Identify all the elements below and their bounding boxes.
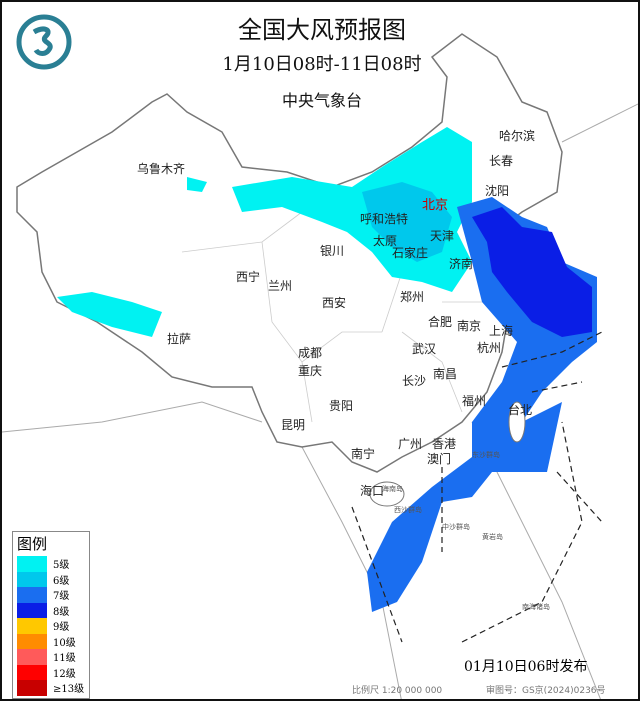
city-label: 天津 xyxy=(430,229,455,243)
map-scale: 比例尺 1:20 000 000 xyxy=(352,686,443,696)
legend-label: 11级 xyxy=(53,653,76,665)
legend-label: 7级 xyxy=(53,591,70,603)
city-label: 兰州 xyxy=(268,279,293,293)
legend-item: 11级 xyxy=(13,649,89,665)
map-review-number: 审图号：GS京(2024)0236号 xyxy=(486,686,606,696)
legend-swatch xyxy=(17,602,47,618)
legend-swatch xyxy=(17,633,47,649)
city-label: 贵阳 xyxy=(329,399,354,413)
city-label: 济南 xyxy=(449,257,474,271)
island-label: 东沙群岛 xyxy=(472,451,500,459)
legend-item: ≥13级 xyxy=(13,680,89,696)
legend-swatch xyxy=(17,587,47,603)
city-label: 上海 xyxy=(489,324,514,338)
land-neighbors xyxy=(2,103,638,699)
island-label: 中沙群岛 xyxy=(442,523,470,531)
city-label: 广州 xyxy=(398,437,423,451)
legend-swatch xyxy=(17,680,47,696)
agency-name: 中央气象台 xyxy=(281,91,362,110)
legend-label: 12级 xyxy=(53,668,76,680)
city-label: 南宁 xyxy=(351,447,376,461)
legend-item: 6级 xyxy=(13,571,89,587)
city-label: 昆明 xyxy=(281,418,306,432)
issue-time: 01月10日06时发布 xyxy=(464,659,588,675)
city-label: 长沙 xyxy=(402,374,427,388)
city-label: 福州 xyxy=(462,394,487,408)
map-title: 全国大风预报图 xyxy=(238,16,406,44)
legend-label: 8级 xyxy=(53,606,70,618)
taiwan-island xyxy=(508,401,526,443)
legend-item: 7级 xyxy=(13,587,89,603)
legend-label: 9级 xyxy=(53,622,70,634)
legend-swatch xyxy=(17,649,47,665)
legend-swatch xyxy=(17,571,47,587)
legend-swatch xyxy=(17,556,47,572)
legend-item: 5级 xyxy=(13,556,89,572)
city-label: 沈阳 xyxy=(485,184,510,198)
city-label: 杭州 xyxy=(477,341,502,355)
legend-item: 10级 xyxy=(13,633,89,649)
maritime-boundaries xyxy=(351,331,603,643)
city-label: 成都 xyxy=(298,346,323,360)
island-label: 海南岛 xyxy=(382,485,403,493)
legend-item: 9级 xyxy=(13,618,89,634)
city-label: 香港 xyxy=(432,437,457,451)
city-label: 合肥 xyxy=(428,315,453,329)
legend-label: ≥13级 xyxy=(53,684,85,696)
city-label: 乌鲁木齐 xyxy=(137,162,186,176)
legend-label: 10级 xyxy=(53,637,76,649)
legend-swatch xyxy=(17,618,47,634)
legend-item: 12级 xyxy=(13,664,89,680)
city-label: 南京 xyxy=(457,319,482,333)
cma-logo xyxy=(16,14,72,70)
city-label: 重庆 xyxy=(298,364,323,378)
island-label: 西沙群岛 xyxy=(394,506,422,514)
city-label: 武汉 xyxy=(412,342,437,356)
city-label: 海口 xyxy=(360,484,385,498)
forecast-period: 1月10日08时-11日08时 xyxy=(222,54,422,75)
city-label: 澳门 xyxy=(427,452,452,466)
legend-title: 图例 xyxy=(17,535,48,553)
legend-label: 6级 xyxy=(53,575,70,587)
city-label: 石家庄 xyxy=(392,246,429,260)
wind-level-8-area xyxy=(472,207,592,337)
legend-item: 8级 xyxy=(13,602,89,618)
island-label: 南海诸岛 xyxy=(522,603,550,611)
city-label: 西安 xyxy=(322,296,347,310)
wind-level-6-area xyxy=(362,182,452,262)
legend: 图例 5级 6级 7级 8级 9级 10级 11级 12级 ≥13级 xyxy=(12,531,90,699)
city-label: 郑州 xyxy=(400,290,425,304)
city-label: 太原 xyxy=(373,234,398,248)
city-label: 北京 xyxy=(422,198,449,213)
legend-label: 5级 xyxy=(53,560,70,572)
city-label: 长春 xyxy=(489,154,514,168)
legend-swatch xyxy=(17,664,47,680)
city-label: 银川 xyxy=(320,244,345,258)
city-label: 南昌 xyxy=(433,367,458,381)
island-label: 黄岩岛 xyxy=(482,533,503,541)
city-label: 西宁 xyxy=(236,270,261,284)
city-label: 哈尔滨 xyxy=(499,129,536,143)
hainan-island xyxy=(369,481,405,507)
city-label: 呼和浩特 xyxy=(360,212,409,226)
city-label: 台北 xyxy=(508,403,533,417)
city-label: 拉萨 xyxy=(167,332,192,346)
